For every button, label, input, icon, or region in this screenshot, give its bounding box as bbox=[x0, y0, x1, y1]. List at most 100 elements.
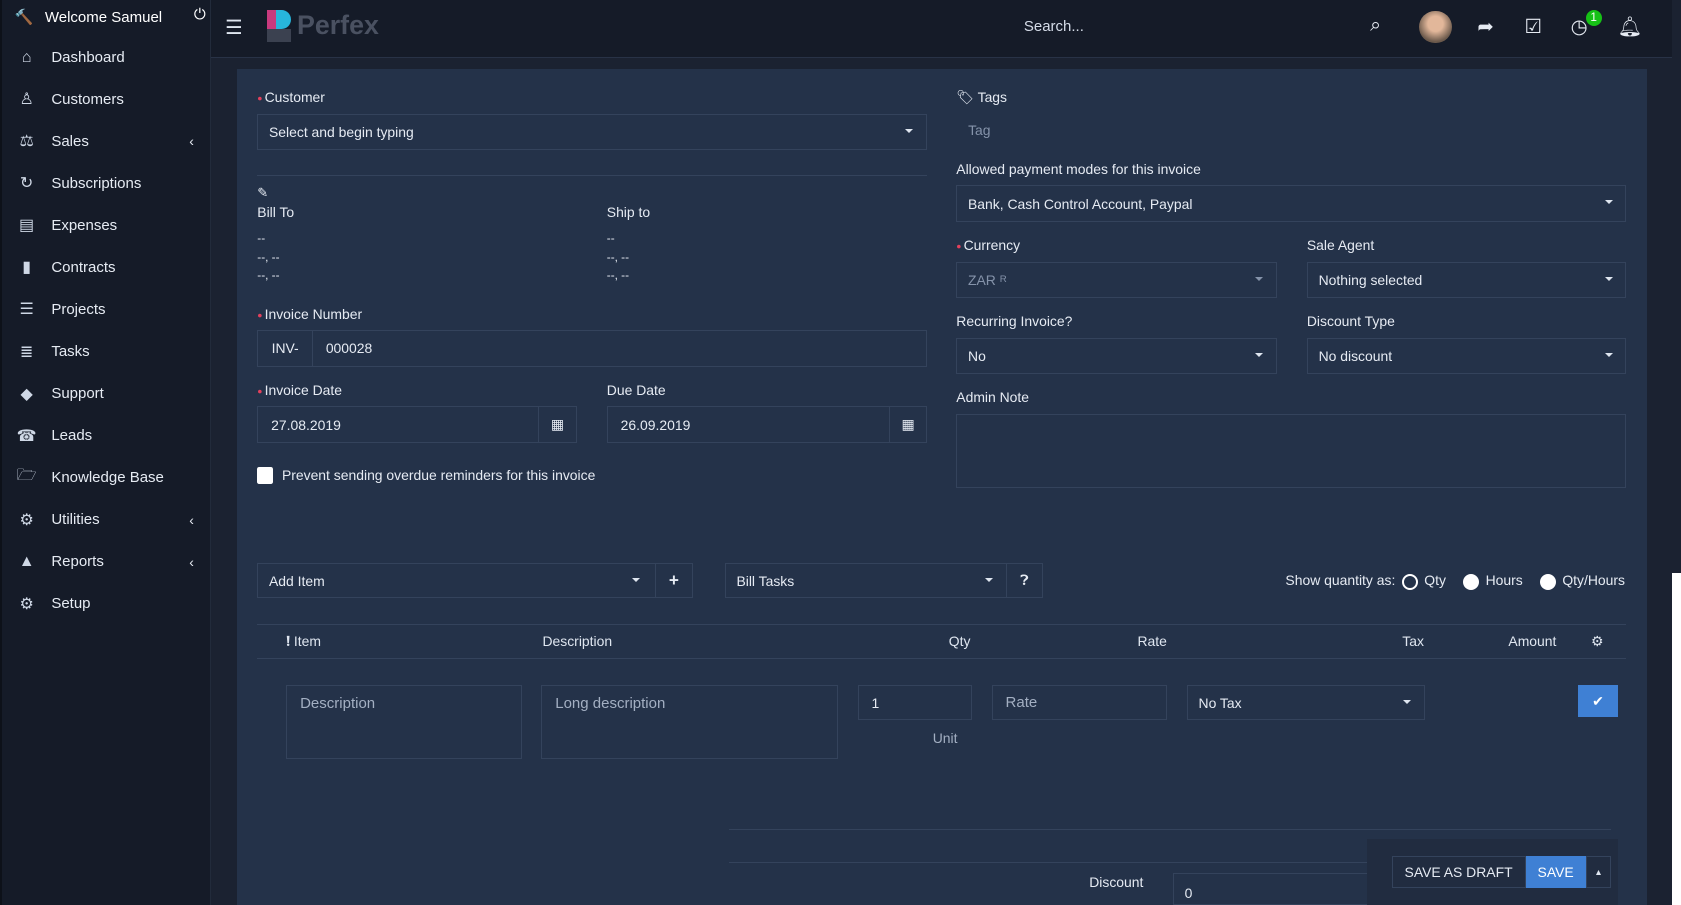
sidebar-item-setup[interactable]: ⚙ Setup bbox=[2, 583, 211, 625]
col-description: Description bbox=[542, 632, 613, 649]
area-chart-icon: ▲ bbox=[18, 552, 35, 571]
sidebar-item-support[interactable]: ◆ Support bbox=[2, 373, 211, 415]
qty-option-qty[interactable]: Qty bbox=[1395, 572, 1446, 590]
save-button[interactable]: SAVE bbox=[1525, 855, 1586, 888]
ship-to-line: --, -- bbox=[606, 269, 630, 283]
item-long-description-textarea[interactable]: Long description bbox=[541, 685, 839, 760]
columns-settings-icon[interactable]: ⚙ bbox=[1590, 632, 1604, 649]
discount-type-select[interactable]: No discount bbox=[1306, 337, 1627, 375]
item-description-textarea[interactable]: Description bbox=[286, 685, 523, 760]
sidebar-item-label: Subscriptions bbox=[51, 174, 142, 192]
calendar-icon[interactable]: ▦ bbox=[538, 407, 576, 442]
cog-icon: ⚙ bbox=[19, 594, 34, 613]
invoice-date-input[interactable]: 27.08.2019 ▦ bbox=[257, 406, 577, 443]
invoice-form-panel: ● Customer Select and begin typing ✎ Bill… bbox=[236, 68, 1647, 905]
item-rate-input[interactable]: Rate bbox=[991, 685, 1168, 721]
prevent-reminders-checkbox[interactable] bbox=[257, 467, 274, 484]
sidebar-item-knowledge-base[interactable]: 🗁 Knowledge Base bbox=[2, 457, 211, 499]
bill-to-line: --, -- bbox=[257, 269, 280, 283]
item-unit-input[interactable]: Unit bbox=[932, 730, 958, 747]
sidebar-item-subscriptions[interactable]: ↻ Subscriptions bbox=[2, 163, 211, 205]
currency-label: ● Currency bbox=[956, 236, 1021, 253]
customer-label: ● Customer bbox=[257, 88, 325, 105]
bill-to-label: Bill To bbox=[257, 203, 295, 220]
bell-icon[interactable]: 🔔︎ bbox=[1617, 17, 1643, 38]
sale-agent-label: Sale Agent bbox=[1306, 236, 1375, 253]
col-tax: Tax bbox=[1402, 632, 1424, 649]
item-qty-input[interactable]: 1 bbox=[857, 685, 973, 721]
question-circle-icon[interactable]: ❓︎ bbox=[1005, 563, 1042, 599]
hamburger-menu-icon[interactable]: ☰ bbox=[225, 18, 243, 40]
recurring-select[interactable]: No bbox=[956, 337, 1277, 375]
qty-option-hours[interactable]: Hours bbox=[1457, 572, 1523, 590]
sidebar-item-label: Dashboard bbox=[51, 48, 125, 66]
due-date-input[interactable]: 26.09.2019 ▦ bbox=[606, 406, 928, 443]
payment-modes-select[interactable]: Bank, Cash Control Account, Paypal bbox=[956, 185, 1627, 222]
sidebar-item-reports[interactable]: ▲ Reports ‹ bbox=[2, 541, 211, 583]
sidebar-item-projects[interactable]: ☰ Projects bbox=[2, 289, 211, 331]
balance-scale-icon: ⚖ bbox=[19, 132, 34, 151]
radio-icon[interactable] bbox=[1401, 573, 1418, 590]
sidebar-item-label: Contracts bbox=[51, 258, 116, 276]
user-avatar[interactable] bbox=[1419, 10, 1452, 43]
top-header: ☰ Perfex Search... ⌕ ➦ ☑ ◷ 1 🔔︎ bbox=[211, 0, 1673, 58]
col-amount: Amount bbox=[1508, 632, 1557, 649]
recurring-label: Recurring Invoice? bbox=[956, 313, 1073, 330]
search-icon[interactable]: ⌕ bbox=[1370, 15, 1381, 36]
sidebar-item-expenses[interactable]: ▤ Expenses bbox=[2, 205, 211, 247]
sale-agent-select[interactable]: Nothing selected bbox=[1306, 261, 1627, 299]
invoice-prefix: INV- bbox=[258, 331, 313, 366]
discount-label: Discount bbox=[1089, 873, 1144, 890]
invoice-number-input[interactable]: INV- 000028 bbox=[257, 330, 928, 367]
scrollbar-thumb[interactable] bbox=[1672, 572, 1681, 905]
logo-text[interactable]: Perfex bbox=[296, 9, 379, 40]
sidebar-item-utilities[interactable]: ⚙ Utilities ‹ bbox=[2, 499, 211, 541]
tags-input[interactable]: Tag bbox=[968, 122, 991, 139]
sidebar-item-sales[interactable]: ⚖ Sales ‹ bbox=[2, 121, 211, 163]
clock-icon[interactable]: ◷ bbox=[1570, 17, 1588, 38]
save-as-draft-button[interactable]: SAVE AS DRAFT bbox=[1391, 855, 1526, 888]
scrollbar-track[interactable] bbox=[1672, 0, 1681, 573]
sidebar-item-label: Expenses bbox=[51, 216, 118, 234]
home-icon: ⌂ bbox=[21, 47, 32, 66]
discount-input[interactable]: 0 bbox=[1172, 872, 1388, 905]
qty-option-qty-hours[interactable]: Qty/Hours bbox=[1533, 572, 1625, 590]
save-options-dropdown[interactable]: ▲ bbox=[1585, 855, 1612, 888]
add-item-row-button[interactable]: ✔ bbox=[1578, 685, 1618, 718]
due-date-label: Due Date bbox=[606, 381, 666, 398]
welcome-user[interactable]: 🔨 Welcome Samuel ⏻ bbox=[15, 6, 208, 27]
sidebar-item-leads[interactable]: ☎ Leads bbox=[2, 415, 211, 457]
check-icon: ✔ bbox=[1592, 692, 1604, 709]
sidebar-item-customers[interactable]: ♙ Customers bbox=[2, 78, 211, 120]
tags-label: 🏷︎ Tags bbox=[956, 88, 1008, 105]
sidebar-item-contracts[interactable]: ▮ Contracts bbox=[2, 247, 211, 289]
bill-tasks-select[interactable]: Bill Tasks ❓︎ bbox=[724, 562, 1044, 599]
currency-select[interactable]: ZAR R bbox=[956, 261, 1277, 299]
calendar-icon[interactable]: ▦ bbox=[888, 407, 927, 442]
check-square-icon[interactable]: ☑ bbox=[1524, 17, 1542, 38]
invoice-number-value[interactable]: 000028 bbox=[325, 340, 373, 357]
ship-to-label: Ship to bbox=[606, 203, 651, 220]
radio-icon[interactable] bbox=[1539, 573, 1556, 590]
admin-note-textarea[interactable] bbox=[956, 413, 1627, 488]
power-off-icon[interactable]: ⏻ bbox=[193, 6, 206, 24]
sidebar-item-label: Reports bbox=[51, 553, 104, 571]
sidebar-item-label: Sales bbox=[51, 132, 89, 150]
edit-address-icon[interactable]: ✎ bbox=[257, 185, 269, 201]
plus-icon[interactable]: + bbox=[655, 563, 691, 599]
chevron-left-icon: ‹ bbox=[189, 511, 194, 528]
welcome-text: Welcome Samuel bbox=[44, 8, 163, 26]
sidebar-item-dashboard[interactable]: ⌂ Dashboard bbox=[2, 36, 211, 78]
item-tax-select[interactable]: No Tax bbox=[1186, 685, 1425, 721]
bars-icon: ☰ bbox=[19, 300, 34, 319]
sidebar-item-label: Tasks bbox=[51, 343, 90, 361]
add-item-select[interactable]: Add Item + bbox=[257, 562, 693, 599]
admin-note-label: Admin Note bbox=[956, 389, 1030, 406]
customer-select[interactable]: Select and begin typing bbox=[257, 113, 928, 151]
sidebar-item-tasks[interactable]: ≣ Tasks bbox=[2, 331, 211, 373]
tasks-icon: ≣ bbox=[19, 342, 34, 361]
share-icon[interactable]: ➦ bbox=[1477, 17, 1494, 38]
radio-icon[interactable] bbox=[1463, 573, 1480, 590]
search-input[interactable]: Search... bbox=[1023, 18, 1084, 36]
file-text-icon: ▤ bbox=[19, 216, 35, 235]
